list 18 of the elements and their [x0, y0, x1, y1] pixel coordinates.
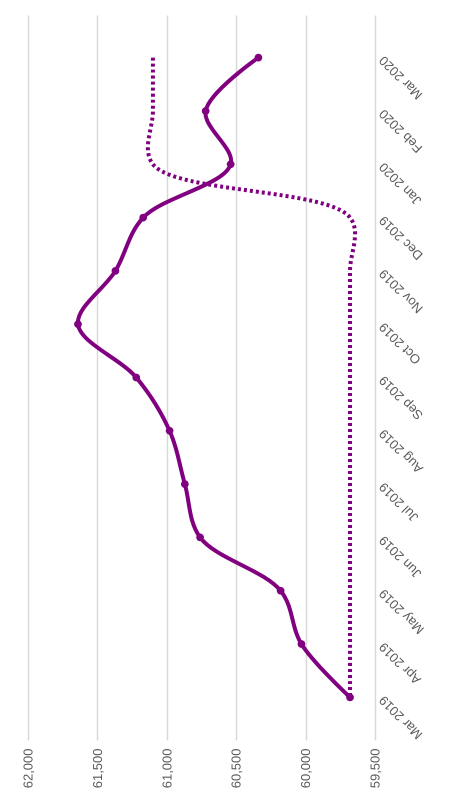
x-tick-label: 61,500	[90, 748, 105, 788]
point	[166, 426, 174, 435]
x-tick-label: 60,500	[228, 748, 244, 788]
point	[180, 480, 189, 488]
x-tick-label: 59,500	[368, 748, 382, 788]
point	[112, 267, 120, 275]
point	[132, 374, 140, 382]
x-tick-label: 61,000	[159, 748, 174, 788]
point	[276, 586, 284, 595]
point	[139, 214, 148, 222]
point	[226, 160, 235, 168]
point	[202, 107, 210, 115]
point	[298, 640, 306, 648]
point	[196, 534, 204, 542]
point	[74, 320, 82, 328]
point	[254, 54, 262, 62]
x-tick-label: 62,000	[20, 748, 36, 788]
x-tick-label: 60,000	[298, 748, 314, 788]
